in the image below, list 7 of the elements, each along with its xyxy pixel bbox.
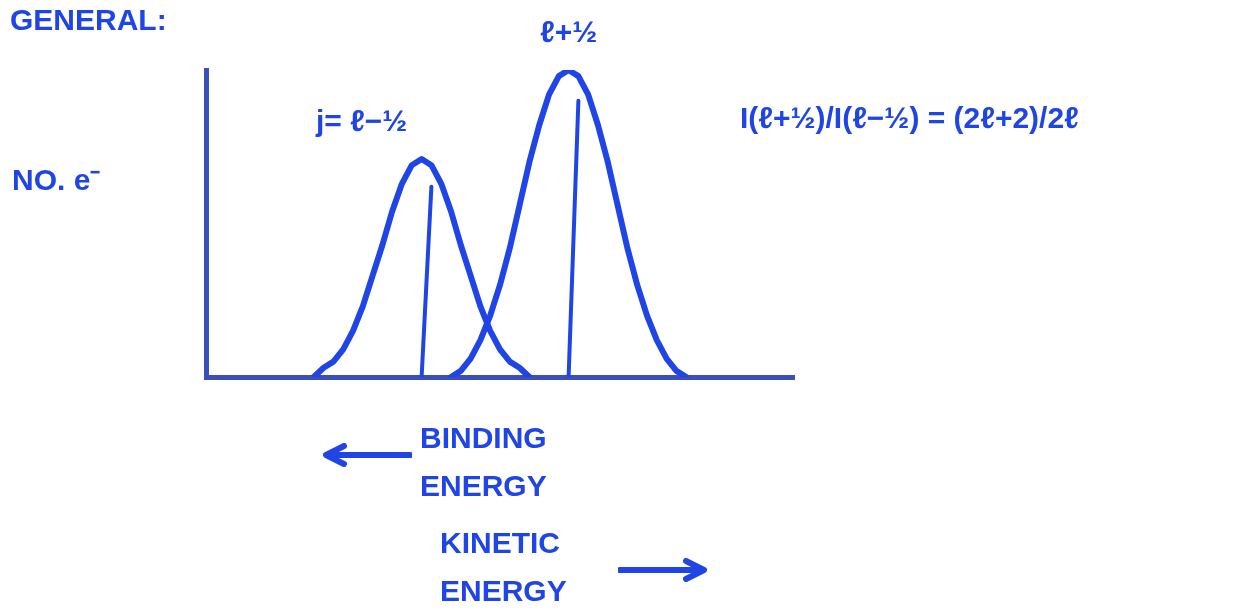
series-label: j= ℓ−½ — [314, 104, 408, 138]
series-label: ℓ+½ — [540, 15, 598, 49]
annotation: I(ℓ+½)/I(ℓ−½) = (2ℓ+2)/2ℓ — [740, 101, 1079, 135]
chart-title: GENERAL: — [10, 3, 167, 37]
text: BINDING ENERGY — [420, 421, 547, 503]
text: KINETIC ENERGY — [440, 526, 567, 608]
y-axis-title: NO. e⁻ — [12, 163, 101, 197]
